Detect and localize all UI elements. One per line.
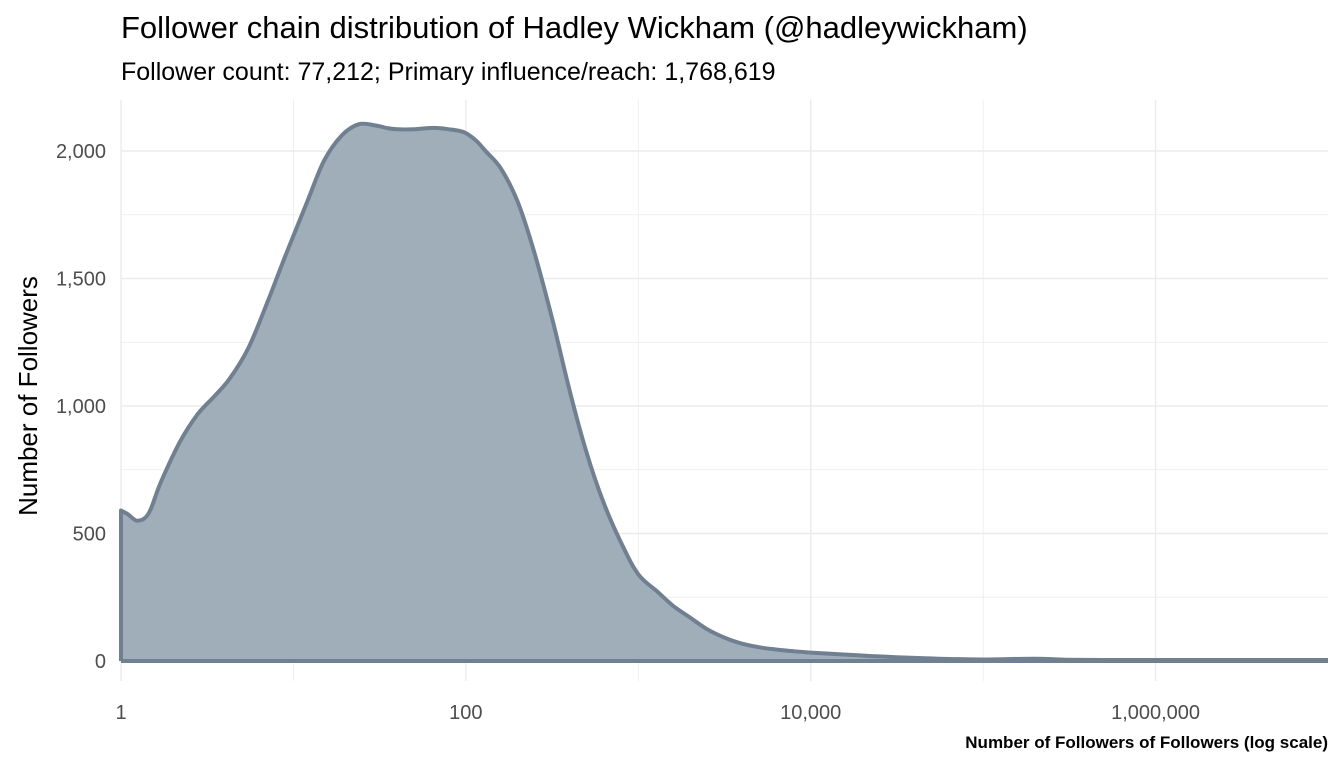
y-tick-label: 2,000 [56,141,106,163]
x-tick-label: 100 [449,702,482,724]
y-axis-ticks: 0 500 1,000 1,500 2,000 [56,141,106,673]
density-area [121,123,1328,662]
x-axis-ticks: 1 100 10,000 1,000,000 [115,702,1200,724]
x-tick-label: 1,000,000 [1111,702,1200,724]
density-outline [119,121,1328,663]
x-axis-title: Number of Followers of Followers (log sc… [965,733,1328,752]
x-tick-label: 1 [115,702,126,724]
y-tick-label: 1,000 [56,396,106,418]
y-tick-label: 1,500 [56,269,106,291]
chart-title: Follower chain distribution of Hadley Wi… [121,10,1028,45]
y-tick-label: 500 [73,524,106,546]
chart-subtitle: Follower count: 77,212; Primary influenc… [121,58,776,86]
x-tick-label: 10,000 [780,702,841,724]
y-axis-title: Number of Followers [13,276,43,516]
y-tick-label: 0 [95,651,106,673]
